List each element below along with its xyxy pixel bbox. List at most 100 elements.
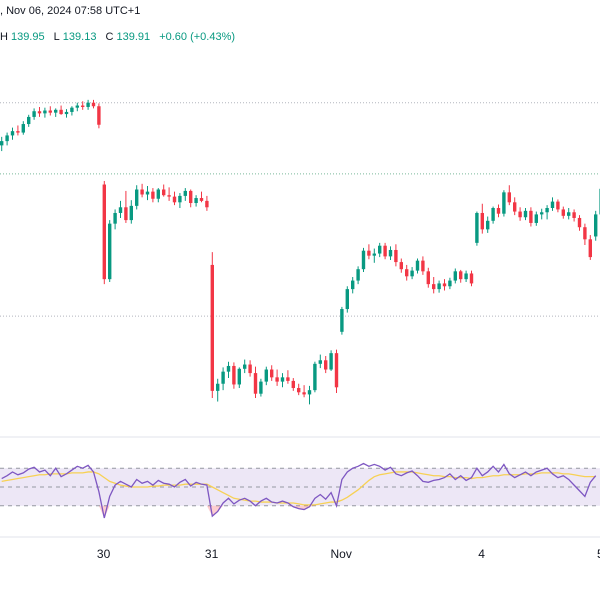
candle-body (108, 223, 112, 280)
candle-body (135, 189, 139, 206)
candle (48, 106, 52, 116)
candle (356, 266, 360, 285)
candle-body (5, 135, 9, 142)
candle (10, 127, 15, 140)
candle (486, 216, 490, 233)
rsi-ma-line (1, 471, 596, 506)
candle-body (502, 192, 506, 214)
candle-body (469, 273, 474, 284)
candle (442, 279, 447, 291)
candle (5, 132, 9, 146)
candle-body (318, 360, 322, 364)
candle-body (313, 363, 317, 391)
candle-body (432, 284, 436, 290)
candle (205, 195, 209, 211)
time-axis-label: 31 (205, 547, 219, 561)
candle-body (486, 220, 490, 230)
candle-body (442, 283, 447, 287)
candle (124, 190, 128, 223)
candle-body (75, 105, 79, 108)
candle-body (334, 353, 339, 388)
candle-body (572, 212, 576, 218)
candle-body (448, 280, 452, 287)
candle (556, 199, 560, 213)
candle-body (54, 109, 58, 113)
candle-body (113, 212, 117, 224)
candle-body (178, 195, 182, 203)
ohlc-high-value: 139.95 (10, 31, 45, 43)
candle-body (118, 207, 123, 213)
candle (432, 277, 436, 294)
candle-body (162, 189, 166, 196)
candle (577, 215, 582, 231)
candle (453, 268, 457, 284)
candle-body (259, 381, 263, 394)
candle (513, 197, 517, 216)
candle (118, 200, 123, 218)
ohlc-high-label: H (0, 31, 8, 43)
candle (37, 106, 42, 117)
candle-body (378, 245, 382, 254)
candle-body (583, 227, 587, 240)
candle-body (291, 380, 295, 389)
ohlc-low-label: L (53, 31, 60, 43)
candle (372, 248, 376, 263)
candle-body (102, 184, 106, 280)
candle (561, 206, 565, 219)
candle-body (496, 208, 501, 214)
candle-body (329, 353, 333, 370)
candle-body (491, 208, 495, 221)
candle (351, 277, 355, 294)
rsi-oversold-fill (217, 505, 224, 512)
candle (237, 367, 241, 389)
candle-body (43, 110, 47, 114)
candle-body (27, 116, 31, 125)
time-axis-label: Nov (331, 547, 352, 561)
candle-body (459, 271, 463, 280)
candle (135, 185, 139, 210)
candle-body (399, 262, 403, 270)
candle (259, 378, 263, 397)
candle (496, 204, 501, 218)
candle (426, 267, 430, 288)
candle-body (588, 239, 592, 258)
ohlc-change-value: +0.60 (+0.43%) (159, 31, 236, 43)
candle (448, 277, 452, 290)
candle (534, 211, 538, 226)
candle (156, 188, 160, 203)
candle (388, 246, 393, 260)
candle-body (270, 369, 274, 378)
ohlc-low-value: 139.13 (62, 31, 97, 43)
candle (270, 365, 274, 381)
candle (102, 180, 106, 285)
candle-body (253, 373, 258, 394)
candle-body (243, 364, 247, 369)
candle-body (361, 250, 366, 270)
candle (0, 136, 4, 152)
candle-body (577, 217, 582, 228)
candle-body (561, 209, 565, 216)
candle (172, 191, 177, 206)
candle (27, 114, 31, 127)
candle-body (475, 212, 479, 243)
candle (469, 270, 474, 287)
time-axis: 30 31 Nov 4 5 (97, 547, 600, 561)
candle-body (205, 200, 209, 208)
candle (594, 210, 598, 241)
candle (367, 244, 371, 260)
ohlc-close-label: C (105, 31, 114, 43)
candlestick-series (0, 99, 600, 405)
candle-body (340, 309, 344, 332)
candle-body (480, 212, 484, 230)
candle (523, 208, 528, 221)
candle (383, 242, 387, 260)
candle (437, 280, 441, 293)
candle (194, 195, 198, 207)
candle-body (351, 280, 355, 290)
candle (43, 107, 47, 118)
candle-body (226, 365, 231, 372)
candle (280, 373, 285, 388)
candle (64, 109, 69, 118)
candle-body (518, 211, 522, 218)
